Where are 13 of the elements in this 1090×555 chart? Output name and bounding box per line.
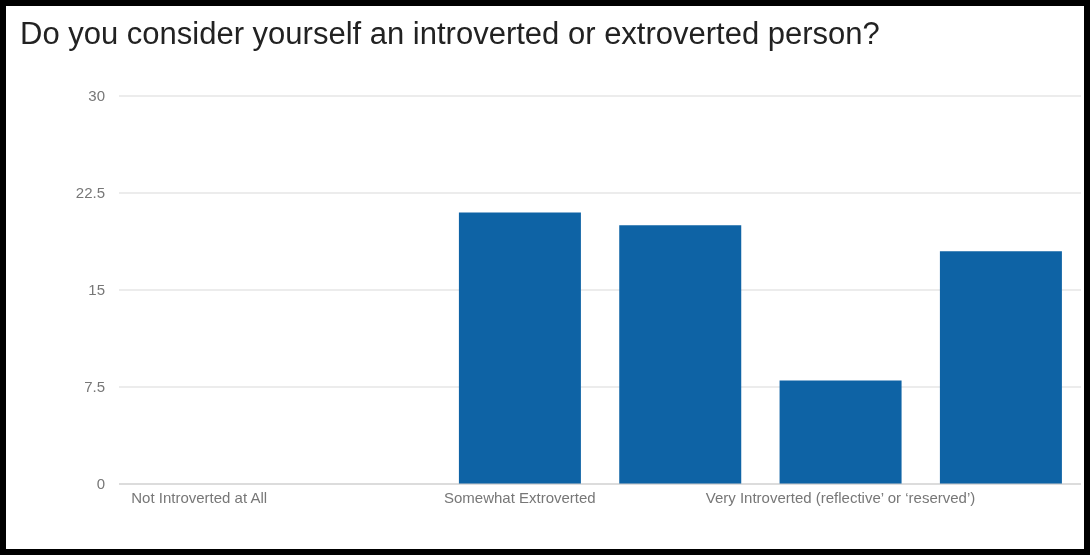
y-tick-label: 0	[96, 475, 105, 493]
y-tick-label: 22.5	[75, 184, 105, 202]
bar	[458, 212, 581, 484]
bar	[939, 251, 1062, 484]
y-tick-label: 7.5	[84, 378, 105, 396]
bar	[619, 225, 742, 484]
y-tick-label: 15	[88, 281, 105, 299]
x-tick-label: Somewhat Extroverted	[443, 488, 596, 506]
x-tick-label: Not Introverted at All	[131, 488, 268, 506]
y-tick-label: 30	[88, 87, 105, 105]
bar	[779, 380, 902, 484]
chart-title: Do you consider yourself an introverted or extroverted person?	[20, 16, 880, 52]
x-tick-label: Very Introverted (reflective’ or ‘reserved’)	[705, 488, 976, 506]
